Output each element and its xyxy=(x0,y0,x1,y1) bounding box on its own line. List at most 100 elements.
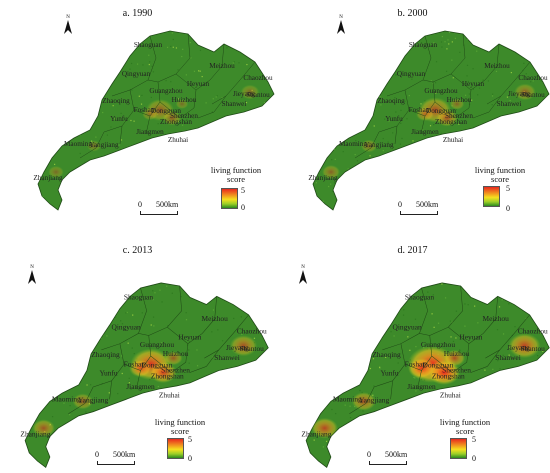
scale-zero: 0 xyxy=(398,200,402,209)
scale-distance: 500km xyxy=(156,200,179,209)
city-label-shaoguan: Shaoguan xyxy=(134,41,163,49)
city-label-jieyang: Jieyang xyxy=(233,90,255,98)
city-label-shaoguan: Shaoguan xyxy=(405,292,435,301)
city-label-shanwei: Shanwei xyxy=(214,353,240,362)
map-panel-d: d. 2017 N Shaoguan Meizhou Qingyuan Heyuan C… xyxy=(275,237,550,473)
hotspot xyxy=(408,358,435,379)
north-arrow-icon: N xyxy=(28,265,36,286)
city-label-zhuhai: Zhuhai xyxy=(443,136,463,144)
city-label-yangjiang: Yangjiang xyxy=(364,141,394,149)
city-label-zhuhai: Zhuhai xyxy=(159,390,180,399)
hotspot xyxy=(514,83,536,101)
city-label-shantou: Shantou xyxy=(246,91,270,99)
hotspot xyxy=(229,335,258,357)
prefecture-boundary xyxy=(68,386,94,414)
city-label-shanwei: Shanwei xyxy=(497,100,522,108)
hotspot xyxy=(322,165,340,179)
panel-title: a. 1990 xyxy=(122,8,153,19)
prefecture-boundary xyxy=(123,335,152,371)
city-label-maoming: Maoming xyxy=(64,140,92,148)
legend-title: living function score xyxy=(474,165,526,184)
hotspot xyxy=(449,98,465,110)
city-label-huizhou: Huizhou xyxy=(163,349,189,358)
hotspot xyxy=(129,359,152,378)
scale-zero: 0 xyxy=(367,450,371,459)
city-label-huizhou: Huizhou xyxy=(444,349,470,358)
city-label-yangjiang: Yangjiang xyxy=(78,395,108,404)
panel-title: d. 2017 xyxy=(397,245,428,256)
hotspot xyxy=(32,419,56,437)
prefecture-boundary xyxy=(486,61,531,105)
city-label-guangzhou: Guangzhou xyxy=(421,340,455,349)
prefecture-boundary xyxy=(450,43,500,91)
city-label-zhanjiang: Zhanjiang xyxy=(33,174,63,182)
hotspot xyxy=(162,110,182,126)
city-label-guangzhou: Guangzhou xyxy=(424,87,458,95)
city-label-heyuan: Heyuan xyxy=(459,333,482,342)
hotspot xyxy=(311,417,339,439)
scale-zero: 0 xyxy=(138,200,142,209)
city-label-dongguan: Dongguan xyxy=(426,107,456,115)
prefecture-boundary xyxy=(150,343,189,373)
legend-color-ramp xyxy=(167,438,184,459)
city-label-yangjiang: Yangjiang xyxy=(89,141,119,149)
panel-title: b. 2000 xyxy=(397,8,428,19)
prefecture-boundary xyxy=(390,380,393,400)
prefecture-boundary xyxy=(485,314,530,359)
city-label-zhuhai: Zhuhai xyxy=(168,136,188,144)
city-label-zhaoqing: Zhaoqing xyxy=(377,97,405,105)
city-label-qingyuan: Qingyuan xyxy=(397,70,426,78)
city-label-jiangmen: Jiangmen xyxy=(407,382,436,391)
hotspot xyxy=(416,107,434,121)
guangdong-map: Shaoguan Meizhou Qingyuan Heyuan Chaozhou Jie… xyxy=(308,30,550,211)
city-label-huizhou: Huizhou xyxy=(172,96,197,104)
hotspot xyxy=(149,362,177,384)
hotspot xyxy=(436,109,458,127)
hotspot xyxy=(86,140,102,152)
map-panel-c: c. 2013 N Shaoguan Meizhou Qingyuan Heyuan C… xyxy=(0,237,275,473)
prefecture-boundary xyxy=(408,81,436,117)
city-label-dongguan: Dongguan xyxy=(151,107,181,115)
legend-title: living function score xyxy=(154,417,206,436)
city-label-jieyang: Jieyang xyxy=(226,343,249,352)
hotspot xyxy=(164,351,183,366)
north-arrow-icon: N xyxy=(337,15,345,36)
north-arrow-icon: N xyxy=(299,265,307,286)
city-label-maoming: Maoming xyxy=(52,394,81,403)
city-label-heyuan: Heyuan xyxy=(462,80,485,88)
legend-min: 0 xyxy=(472,454,476,463)
city-label-foshan: Foshan xyxy=(124,359,146,368)
map-panel-a: a. 1990 N Shaoguan Meizhou Qingyuan Heyuan C… xyxy=(0,0,275,236)
hotspot xyxy=(360,139,378,153)
city-label-zhaoqing: Zhaoqing xyxy=(91,350,120,359)
legend-title: living function score xyxy=(439,417,491,436)
scale-bar xyxy=(400,211,438,215)
city-label-qingyuan: Qingyuan xyxy=(392,322,422,331)
city-label-shanwei: Shanwei xyxy=(495,353,521,362)
scale-bar xyxy=(369,461,407,465)
prefecture-boundary xyxy=(354,131,380,159)
city-label-zhaoqing: Zhaoqing xyxy=(372,350,401,359)
city-label-chaozhou: Chaozhou xyxy=(518,326,548,335)
prefecture-boundary xyxy=(211,61,256,105)
city-label-shenzhen: Shenzhen xyxy=(442,366,471,375)
city-label-meizhou: Meizhou xyxy=(209,62,235,70)
city-label-qingyuan: Qingyuan xyxy=(111,322,141,331)
prefecture-boundary xyxy=(159,89,197,119)
scale-zero: 0 xyxy=(95,450,99,459)
city-label-shaoguan: Shaoguan xyxy=(409,41,438,49)
city-label-zhanjiang: Zhanjiang xyxy=(20,429,50,438)
city-label-foshan: Foshan xyxy=(405,359,427,368)
prefecture-boundary xyxy=(189,349,219,373)
city-label-yangjiang: Yangjiang xyxy=(359,395,389,404)
prefecture-boundary xyxy=(136,370,141,390)
hotspot xyxy=(443,349,466,367)
prefecture-boundary xyxy=(109,380,112,400)
legend-color-ramp xyxy=(221,188,238,209)
prefecture-boundary xyxy=(394,125,398,145)
hotspot xyxy=(428,360,461,385)
city-label-yunfu: Yunfu xyxy=(110,115,128,123)
city-label-yunfu: Yunfu xyxy=(100,369,118,378)
city-label-jiangmen: Jiangmen xyxy=(411,128,439,136)
city-label-zhaoqing: Zhaoqing xyxy=(102,97,130,105)
